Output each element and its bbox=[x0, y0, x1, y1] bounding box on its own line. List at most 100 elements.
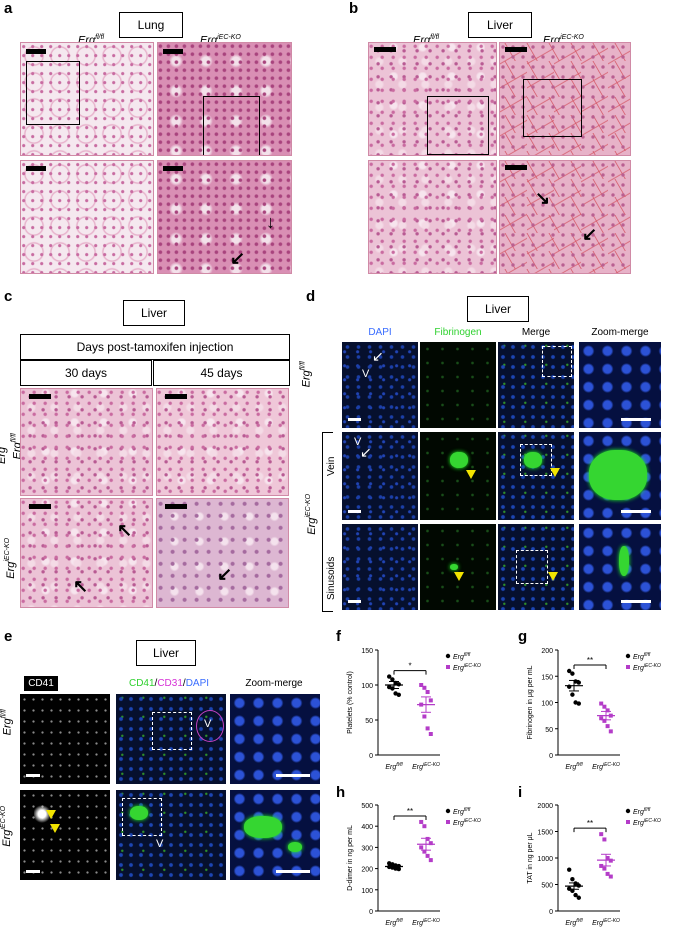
dapi-ctrl: V ↙ bbox=[342, 342, 418, 428]
x-category-label: ErgiEC-KO bbox=[412, 762, 440, 771]
panel-label-a: a bbox=[4, 0, 13, 17]
arrowhead-icon bbox=[550, 468, 560, 477]
significance-label: ** bbox=[587, 656, 593, 665]
data-point bbox=[602, 866, 607, 871]
y-tick-label: 0 bbox=[369, 753, 373, 760]
y-axis-label: TAT in ng per μL bbox=[527, 832, 534, 883]
data-point bbox=[428, 858, 433, 863]
x-category-label: Ergfl/fl bbox=[565, 918, 583, 927]
data-point bbox=[608, 874, 613, 879]
scale-bar bbox=[348, 600, 361, 603]
scale-bar bbox=[163, 166, 183, 171]
liver-title-box-e: Liver bbox=[136, 640, 196, 666]
col-fibrinogen: Fibrinogen bbox=[434, 327, 482, 338]
data-point bbox=[425, 836, 430, 841]
col-merge: Merge bbox=[521, 327, 551, 338]
chart-f: 0 50 100 150 Platelets (% control) Ergfl/fl Er… bbox=[340, 640, 510, 785]
liver-title-box-c: Liver bbox=[123, 300, 185, 326]
zoom-box bbox=[520, 444, 552, 476]
y-tick-label: 2000 bbox=[537, 803, 553, 810]
zoom-box bbox=[427, 96, 489, 155]
data-point bbox=[419, 845, 424, 850]
data-point bbox=[576, 680, 581, 685]
legend-label: ErgiEC-KO bbox=[633, 818, 661, 827]
y-tick-label: 0 bbox=[549, 909, 553, 916]
vein-marker: V bbox=[156, 838, 164, 850]
legend-label: Ergfl/fl bbox=[453, 807, 471, 816]
zoom-box bbox=[203, 96, 260, 155]
panel-label-e: e bbox=[4, 628, 13, 645]
legend-marker bbox=[445, 808, 451, 814]
arrow-icon: ↙ bbox=[217, 564, 233, 584]
scale-bar bbox=[26, 774, 40, 777]
legend-marker bbox=[626, 820, 630, 824]
scale-bar bbox=[26, 49, 46, 54]
y-tick-label: 500 bbox=[361, 803, 373, 810]
arrowhead-icon bbox=[46, 810, 56, 819]
scale-bar bbox=[29, 394, 51, 399]
scale-bar bbox=[26, 166, 46, 171]
vein-marker: V bbox=[354, 436, 362, 448]
panel-label-h: h bbox=[336, 784, 346, 801]
scale-bar bbox=[26, 870, 40, 873]
legend-marker bbox=[626, 665, 630, 669]
data-point bbox=[428, 732, 433, 736]
y-tick-label: 50 bbox=[545, 727, 553, 734]
legend-marker bbox=[446, 665, 450, 669]
arrowhead-icon bbox=[454, 572, 464, 581]
legend-marker bbox=[625, 808, 631, 814]
panel-label-b: b bbox=[349, 0, 359, 17]
arrow-icon: ↙ bbox=[360, 444, 372, 460]
merge-ctrl-e: V bbox=[116, 694, 226, 784]
fibrinogen-deposit bbox=[450, 452, 468, 468]
data-point bbox=[422, 849, 427, 854]
data-point bbox=[396, 682, 401, 687]
zoom-vein bbox=[579, 432, 661, 520]
data-point bbox=[573, 881, 578, 886]
x-category-label: Ergfl/fl bbox=[385, 762, 403, 771]
col-cd41: CD41 bbox=[24, 676, 58, 691]
row-ctrl-genotype-d: Ergfl/fl bbox=[299, 361, 313, 388]
zoom-box bbox=[523, 79, 582, 137]
arrowhead-icon bbox=[50, 824, 60, 833]
scale-bar bbox=[29, 504, 51, 509]
platelet-aggregate bbox=[130, 806, 148, 820]
x-category-label: Ergfl/fl bbox=[565, 762, 583, 771]
legend-label: ErgiEC-KO bbox=[453, 663, 481, 672]
merge-vein bbox=[498, 432, 574, 520]
y-tick-label: 500 bbox=[541, 883, 553, 890]
y-tick-label: 1500 bbox=[537, 830, 553, 837]
col-30-days: 30 days bbox=[20, 360, 152, 386]
data-point bbox=[422, 824, 427, 829]
data-point bbox=[422, 714, 427, 719]
y-tick-label: 150 bbox=[361, 648, 373, 655]
fibrinogen-deposit bbox=[524, 452, 542, 468]
significance-label: ** bbox=[587, 819, 593, 828]
data-point bbox=[570, 877, 575, 882]
scale-bar bbox=[374, 47, 396, 52]
vein-marker: V bbox=[362, 368, 370, 380]
panel-label-f: f bbox=[336, 628, 341, 645]
x-category-label: Ergfl/fl bbox=[385, 918, 403, 927]
y-tick-label: 200 bbox=[541, 648, 553, 655]
fibrinogen-sinusoids bbox=[420, 524, 496, 610]
arrow-icon: ↘ bbox=[535, 188, 551, 208]
data-point bbox=[396, 692, 401, 697]
data-point bbox=[387, 674, 392, 679]
zoom-box bbox=[26, 61, 80, 125]
fibrinogen-deposit bbox=[450, 564, 458, 570]
data-point bbox=[599, 832, 604, 837]
y-tick-label: 400 bbox=[361, 824, 373, 831]
col-dapi: DAPI bbox=[368, 327, 392, 338]
fibrinogen-deposit bbox=[589, 450, 647, 500]
panel-label-d: d bbox=[306, 288, 316, 305]
data-point bbox=[599, 701, 604, 706]
data-point bbox=[570, 671, 575, 676]
liver-30d-ctrl bbox=[20, 388, 153, 496]
scale-bar bbox=[505, 165, 527, 170]
data-point bbox=[422, 685, 427, 690]
arrow-icon: ↙ bbox=[582, 224, 598, 244]
data-point bbox=[425, 853, 430, 858]
vein-marker: V bbox=[204, 718, 212, 730]
legend-label: Ergfl/fl bbox=[453, 652, 471, 661]
